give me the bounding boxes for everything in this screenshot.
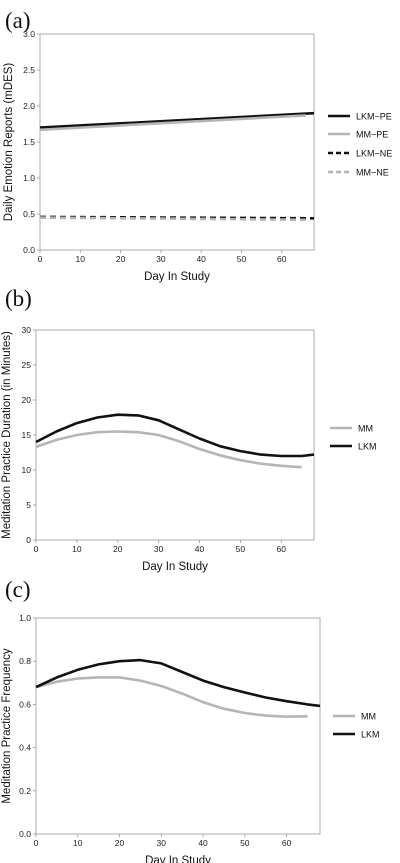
x-axis-title: Day In Study <box>142 561 208 573</box>
panel-label: (a) <box>5 8 31 33</box>
y-axis-title: Meditation Practice Duration (in Minutes… <box>1 331 13 539</box>
x-tick-label: 30 <box>154 544 164 554</box>
y-tick-label: 0.5 <box>23 209 35 219</box>
y-tick-label: 10 <box>22 465 32 475</box>
x-tick-label: 40 <box>198 838 208 848</box>
x-axis-title: Day In Study <box>145 855 211 863</box>
legend-label: MM−PE <box>356 130 388 140</box>
x-tick-label: 30 <box>156 254 166 264</box>
y-tick-label: 0.8 <box>19 656 31 666</box>
y-tick-label: 30 <box>22 325 32 335</box>
series-line-mmpe <box>39 114 306 132</box>
y-tick-label: 0.0 <box>23 245 35 255</box>
x-tick-label: 20 <box>115 838 125 848</box>
x-tick-label: 30 <box>157 838 167 848</box>
x-tick-label: 40 <box>196 254 206 264</box>
x-tick-label: 0 <box>34 838 39 848</box>
legend-label: LKM−PE <box>356 112 392 122</box>
x-tick-label: 50 <box>240 838 250 848</box>
panel-label: (c) <box>5 577 31 602</box>
legend-label: MM−NE <box>356 168 389 178</box>
x-tick-label: 50 <box>236 544 246 554</box>
y-tick-label: 0.4 <box>19 743 31 753</box>
y-tick-label: 3.0 <box>23 29 35 39</box>
y-tick-label: 5 <box>26 500 31 510</box>
y-axis-title: Meditation Practice Frequency <box>1 648 13 804</box>
y-tick-label: 20 <box>22 395 32 405</box>
x-tick-label: 60 <box>277 544 287 554</box>
y-tick-label: 25 <box>22 360 32 370</box>
y-tick-label: 0.6 <box>19 699 31 709</box>
chart-panel-2: (b) 0 5 10 15 20 25 30 0 10 20 30 40 50 60 Day In Study… <box>1 286 377 573</box>
legend-label: MM <box>358 424 373 434</box>
y-tick-label: 2.0 <box>23 101 35 111</box>
y-tick-label: 1.0 <box>23 173 35 183</box>
legend-label: MM <box>361 712 376 722</box>
chart-panel-3: (c) 0.0 0.2 0.4 0.6 0.8 1.0 0 10 20 30 40 50 60 Day In… <box>1 577 380 863</box>
y-tick-label: 15 <box>22 430 32 440</box>
x-axis-title: Day In Study <box>144 271 210 283</box>
y-tick-label: 2.5 <box>23 65 35 75</box>
y-axis-title: Daily Emotion Reports (mDES) <box>3 63 15 222</box>
series-line-mm <box>35 676 308 719</box>
legend-label: LKM <box>358 442 377 452</box>
x-tick-label: 0 <box>34 544 39 554</box>
x-tick-label: 60 <box>282 838 292 848</box>
y-tick-label: 1.0 <box>19 613 31 623</box>
x-tick-label: 60 <box>277 254 287 264</box>
x-tick-label: 20 <box>113 544 123 554</box>
x-tick-label: 10 <box>72 544 82 554</box>
chart-panel-1: (a) 0.0 0.5 1.0 1.5 2.0 2.5 3.0 0 10 20 30 40 50 60 Day… <box>3 8 392 283</box>
x-tick-label: 40 <box>195 544 205 554</box>
y-tick-label: 1.5 <box>23 137 35 147</box>
legend-label: LKM−NE <box>356 149 392 159</box>
series-line-mmne <box>39 216 306 222</box>
x-tick-label: 20 <box>116 254 126 264</box>
legend-label: LKM <box>361 730 380 740</box>
y-tick-label: 0.2 <box>19 786 31 796</box>
series-line-mm <box>35 430 302 469</box>
y-tick-label: 0.0 <box>19 829 31 839</box>
x-tick-label: 10 <box>73 838 83 848</box>
series-line-lkm <box>35 658 321 708</box>
series-line-lkm <box>35 413 315 458</box>
plot-frame <box>35 617 321 835</box>
x-tick-label: 10 <box>76 254 86 264</box>
x-tick-label: 0 <box>38 254 43 264</box>
panel-label: (b) <box>5 286 32 311</box>
y-tick-label: 0 <box>26 535 31 545</box>
x-tick-label: 50 <box>237 254 247 264</box>
series-line-lkmpe <box>39 111 315 129</box>
